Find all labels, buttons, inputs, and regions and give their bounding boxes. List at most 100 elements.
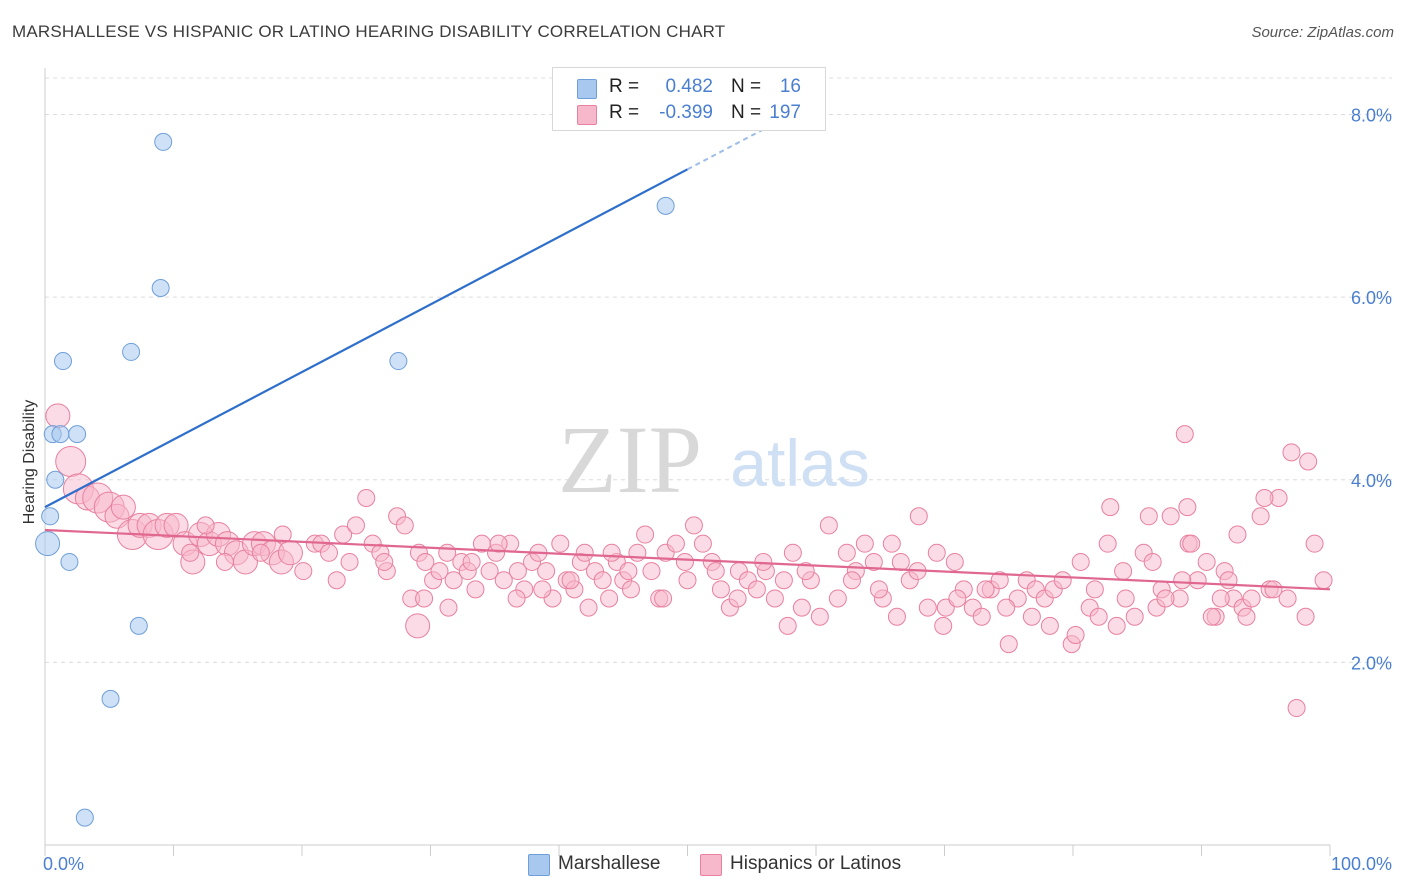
hispanics-point: [480, 562, 499, 581]
hispanics-point: [251, 543, 270, 562]
legend-label: Hispanics or Latinos: [730, 853, 902, 874]
hispanics-point: [1242, 589, 1261, 608]
marshallese-point: [46, 470, 65, 489]
hispanics-point: [1228, 525, 1247, 544]
hispanics-point: [444, 571, 463, 590]
hispanics-point: [375, 552, 394, 571]
hispanics-point: [675, 552, 694, 571]
hispanics-point: [945, 552, 964, 571]
hispanics-point: [1143, 552, 1162, 571]
marshallese-point: [389, 352, 408, 371]
hispanics-point: [1116, 589, 1135, 608]
marshallese-point: [151, 279, 170, 298]
hispanics-point: [1161, 507, 1180, 526]
hispanics-point: [999, 635, 1018, 654]
source-credit: Source: ZipAtlas.com: [1251, 24, 1394, 41]
hispanics-point: [494, 571, 513, 590]
hispanics-point: [1107, 616, 1126, 635]
hispanics-point: [551, 534, 570, 553]
hispanics-point: [1085, 580, 1104, 599]
hispanics-point: [918, 598, 937, 617]
hispanics-point: [346, 516, 365, 535]
hispanics-point: [602, 543, 621, 562]
hispanics-point: [1173, 571, 1192, 590]
marshallese-point: [75, 808, 94, 827]
marshallese-point: [51, 425, 70, 444]
hispanics-point: [1125, 607, 1144, 626]
watermark-zip: ZIP: [558, 406, 702, 513]
marshallese-point: [656, 196, 675, 215]
hispanics-point: [666, 534, 685, 553]
legend-row-hispanics: R = -0.399 N = 197: [553, 100, 825, 128]
n-value: 16: [779, 76, 801, 97]
hispanics-point: [1202, 607, 1221, 626]
hispanics-point: [395, 516, 414, 535]
hispanics-point: [909, 507, 928, 526]
marshallese-trend-line: [44, 168, 689, 509]
hispanics-point: [1182, 534, 1201, 553]
hispanics-point: [507, 589, 526, 608]
hispanics-point: [1053, 571, 1072, 590]
hispanics-point: [1314, 571, 1333, 590]
hispanics-point: [1066, 625, 1085, 644]
hispanics-point: [1188, 571, 1207, 590]
hispanics-point: [508, 562, 527, 581]
y-tick-label: 2.0%: [1351, 653, 1392, 673]
hispanics-point: [1071, 552, 1090, 571]
hispanics-point: [997, 598, 1016, 617]
hispanics-point: [828, 589, 847, 608]
hispanics-point: [678, 571, 697, 590]
r-label: R =: [609, 76, 640, 97]
hispanics-point: [277, 540, 303, 566]
chart-title: MARSHALLESE VS HISPANIC OR LATINO HEARIN…: [12, 22, 726, 41]
series-hispanics-points: [45, 403, 1333, 718]
marshallese-point: [122, 342, 141, 361]
y-tick-label: 4.0%: [1351, 471, 1392, 491]
n-label: N =: [731, 102, 762, 123]
marshallese-point: [101, 689, 120, 708]
hispanics-point: [1175, 425, 1194, 444]
marshallese-point: [53, 352, 72, 371]
hispanics-point: [533, 580, 552, 599]
hispanics-point: [215, 552, 234, 571]
hispanics-point: [1282, 443, 1301, 462]
marshallese-point: [35, 531, 61, 557]
hispanics-point: [684, 516, 703, 535]
n-label: N =: [731, 76, 762, 97]
hispanics-point: [340, 552, 359, 571]
hispanics-point: [439, 598, 458, 617]
hispanics-point: [273, 525, 292, 544]
hispanics-point: [855, 534, 874, 553]
axes: [44, 68, 1331, 856]
hispanics-point: [882, 534, 901, 553]
marshallese-point: [41, 507, 60, 526]
hispanics-point: [1098, 534, 1117, 553]
marshallese-swatch: [528, 854, 550, 876]
hispanics-swatch: [700, 854, 722, 876]
hispanics-point: [593, 571, 612, 590]
hispanics-point: [765, 589, 784, 608]
hispanics-point: [619, 562, 638, 581]
legend-row-marshallese: R = 0.482 N = 16: [553, 74, 825, 102]
hispanics-point: [1237, 607, 1256, 626]
hispanics-point: [891, 552, 910, 571]
hispanics-point: [1211, 589, 1230, 608]
r-value: 0.482: [665, 76, 713, 97]
hispanics-point: [819, 516, 838, 535]
hispanics-point: [711, 580, 730, 599]
hispanics-point: [466, 580, 485, 599]
watermark-atlas: atlas: [730, 426, 869, 500]
hispanics-point: [294, 562, 313, 581]
hispanics-point: [792, 598, 811, 617]
r-label: R =: [609, 102, 640, 123]
hispanics-point: [110, 494, 136, 520]
hispanics-point: [796, 562, 815, 581]
hispanics-point: [869, 580, 888, 599]
series-marshallese-points: [35, 132, 675, 827]
hispanics-swatch: [577, 105, 597, 125]
hispanics-point: [575, 543, 594, 562]
hispanics-point: [327, 571, 346, 590]
hispanics-point: [416, 552, 435, 571]
hispanics-point: [976, 580, 995, 599]
